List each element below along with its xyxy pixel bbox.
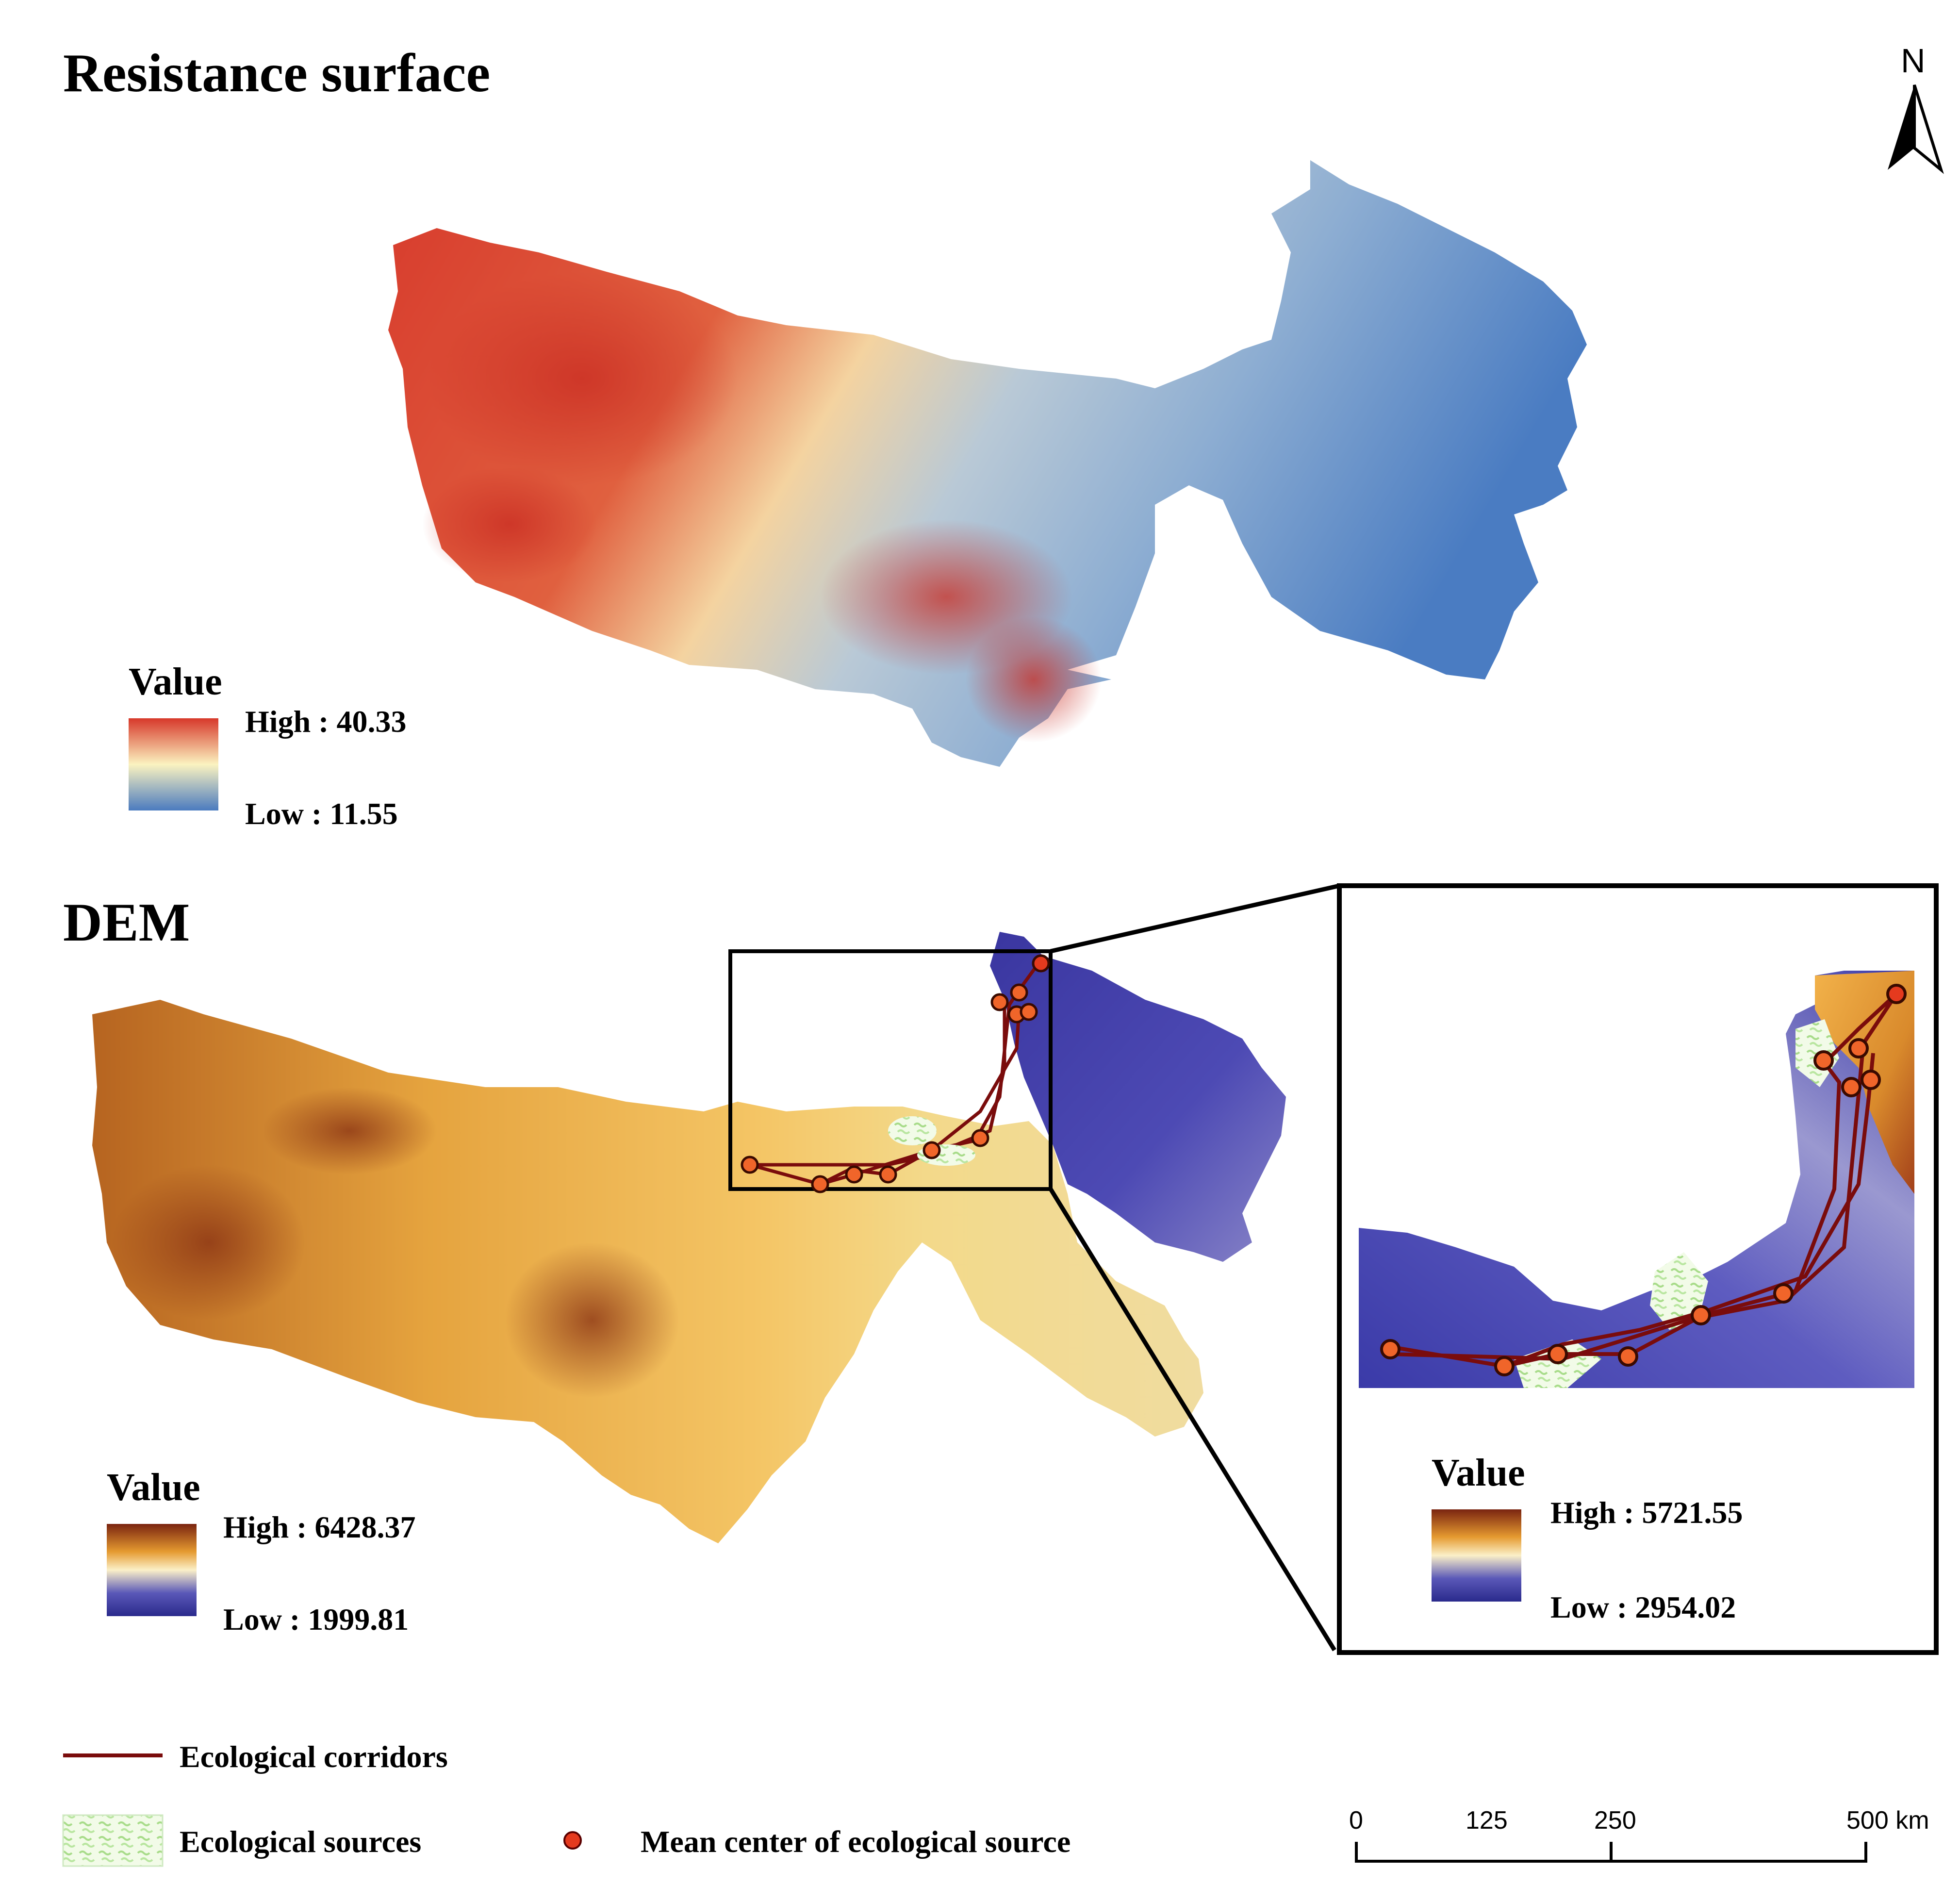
mean-center-node: [1032, 954, 1050, 973]
corridor-node: [1548, 1344, 1568, 1364]
corridor-node: [1691, 1305, 1711, 1325]
corridors-legend-label: Ecological corridors: [180, 1739, 448, 1774]
corridor-node: [741, 1156, 759, 1174]
corridor-node: [1813, 1050, 1834, 1071]
mean-center-node: [1886, 984, 1907, 1004]
mean-center-legend-label: Mean center of ecological source: [641, 1824, 1071, 1859]
dem-highland: [505, 1242, 679, 1398]
inset-legend-low: Low : 2954.02: [1550, 1590, 1736, 1624]
inset-map: [1337, 883, 1939, 1655]
inset-terrain: [1359, 971, 1914, 1388]
corridor-node: [1618, 1346, 1638, 1367]
inset-nodes: [1380, 984, 1907, 1376]
resistance-hotspot: [422, 466, 597, 582]
resistance-legend-low: Low : 11.55: [245, 796, 398, 831]
corridor-node: [1010, 983, 1028, 1002]
scale-tick-label: 125: [1466, 1806, 1508, 1835]
dem-legend-title: Value: [107, 1466, 200, 1509]
dem-legend-high: High : 6428.37: [223, 1510, 416, 1544]
north-arrow-icon: [1888, 84, 1944, 174]
main-nodes: [741, 954, 1050, 1193]
corridor-node: [879, 1165, 897, 1184]
resistance-legend-high: High : 40.33: [245, 704, 407, 739]
resistance-map: [388, 160, 1587, 767]
dem-highland: [112, 1165, 306, 1320]
resistance-panel-title: Resistance surface: [63, 43, 491, 103]
resistance-legend-title: Value: [129, 661, 222, 703]
corridor-node: [1841, 1077, 1861, 1097]
resistance-color-ramp: [129, 718, 218, 810]
dem-highland: [262, 1087, 437, 1174]
corridor-line: [1503, 1053, 1875, 1368]
inset-legend-title: Value: [1432, 1452, 1525, 1494]
corridor-node: [1380, 1339, 1400, 1359]
sources-legend-symbol: [62, 1814, 164, 1867]
corridor-node: [1494, 1356, 1515, 1376]
inset-legend-high: High : 5721.55: [1550, 1495, 1743, 1530]
scale-tick-label: 500 km: [1846, 1806, 1929, 1835]
corridor-node: [990, 993, 1009, 1011]
mean-center-legend-symbol: [563, 1831, 582, 1850]
inset-connector-line: [1050, 883, 1340, 954]
north-arrow-label: N: [1901, 42, 1926, 80]
corridor-node: [1773, 1283, 1794, 1304]
ecological-source-patch: [888, 1116, 937, 1145]
resistance-hotspot: [966, 616, 1102, 743]
scale-tick-label: 0: [1349, 1806, 1363, 1835]
dem-lowland-shape: [990, 932, 1286, 1262]
dem-legend-low: Low : 1999.81: [223, 1602, 409, 1637]
corridor-node: [922, 1141, 941, 1159]
dem-panel-title: DEM: [63, 893, 190, 953]
scale-tick-label: 250: [1594, 1806, 1636, 1835]
corridor-node: [971, 1129, 989, 1147]
resistance-hotspot: [427, 272, 738, 485]
inset-color-ramp: [1432, 1509, 1521, 1602]
corridor-node: [811, 1175, 829, 1193]
scale-bar: [1355, 1842, 1867, 1863]
dem-map: [92, 883, 1340, 1652]
corridor-node: [1861, 1070, 1881, 1090]
corridor-node: [1020, 1003, 1038, 1021]
dem-color-ramp: [107, 1524, 197, 1616]
inset-extent-frame: [728, 949, 1053, 1191]
corridor-node: [845, 1165, 863, 1184]
corridor-node: [1848, 1038, 1869, 1058]
inset-connector-line: [1049, 1188, 1336, 1652]
sources-legend-label: Ecological sources: [180, 1824, 422, 1859]
corridor-line: [1390, 992, 1898, 1361]
